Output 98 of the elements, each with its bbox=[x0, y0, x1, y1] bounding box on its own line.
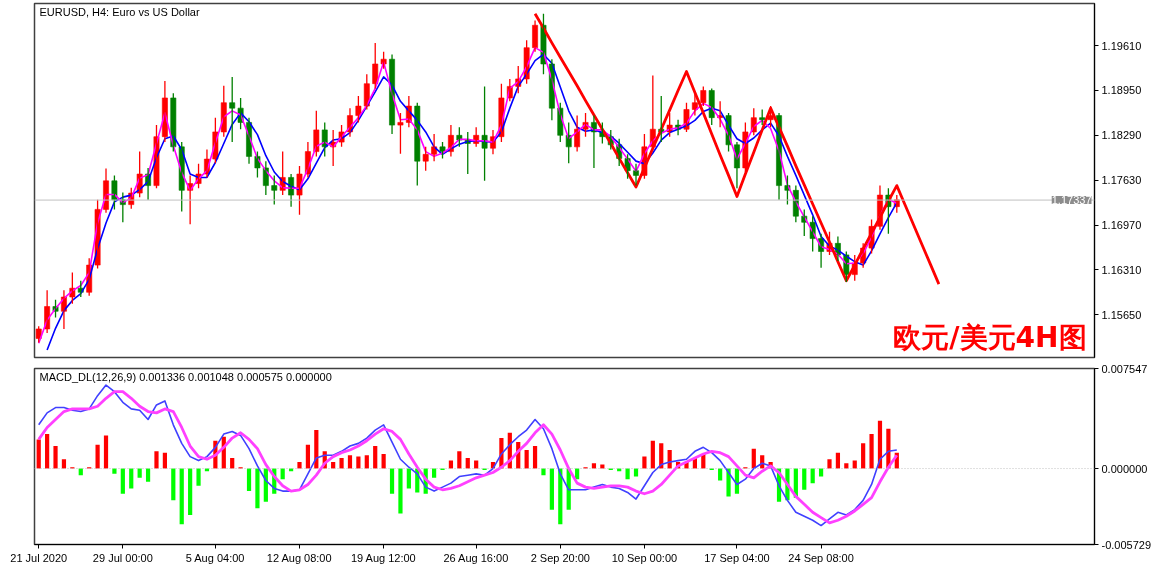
bar bbox=[137, 468, 142, 478]
y-tick-label: 0.007547 bbox=[1101, 362, 1148, 375]
bar bbox=[381, 453, 386, 469]
x-tick-label: 10 Sep 00:00 bbox=[611, 551, 678, 564]
bar bbox=[818, 468, 824, 477]
candlestick bbox=[321, 121, 328, 158]
bar bbox=[297, 461, 302, 469]
x-tick-label: 26 Aug 16:00 bbox=[443, 551, 509, 564]
bar bbox=[524, 449, 529, 469]
chart-title: MACD_DL(12,26,9) 0.001336 0.001048 0.000575 0.000000 bbox=[39, 370, 332, 383]
annotation: 欧元/美元4H图 bbox=[893, 320, 1087, 354]
bar bbox=[53, 446, 58, 469]
bar bbox=[591, 463, 597, 469]
y-tick-label: 1.19610 bbox=[1101, 39, 1142, 52]
bar bbox=[103, 435, 109, 469]
bar bbox=[179, 468, 184, 525]
chart-title: EURUSD, H4: Euro vs US Dollar bbox=[39, 5, 200, 18]
bar bbox=[844, 463, 849, 469]
bar bbox=[633, 468, 639, 477]
bar bbox=[171, 468, 176, 501]
bar bbox=[196, 468, 201, 486]
candlestick bbox=[565, 121, 572, 164]
bar bbox=[549, 468, 554, 510]
x-tick-label: 2 Sep 20:00 bbox=[530, 551, 590, 564]
x-tick-label: 24 Sep 08:00 bbox=[788, 551, 854, 564]
bar bbox=[457, 451, 462, 469]
candlestick bbox=[481, 85, 488, 182]
x-tick-label: 21 Jul 2020 bbox=[10, 551, 68, 564]
bar bbox=[389, 468, 395, 494]
bar bbox=[532, 446, 538, 469]
bar bbox=[145, 468, 151, 482]
y-tick-label: 1.15650 bbox=[1101, 308, 1142, 321]
bar bbox=[869, 434, 874, 469]
bar bbox=[45, 434, 50, 469]
x-tick-label: 17 Sep 04:00 bbox=[704, 551, 770, 564]
bar bbox=[625, 468, 630, 480]
bar bbox=[129, 468, 134, 489]
x-tick-label: 5 Aug 04:00 bbox=[185, 551, 245, 564]
candlestick bbox=[700, 85, 707, 107]
bar bbox=[246, 468, 252, 492]
bar bbox=[726, 468, 731, 497]
bar bbox=[541, 468, 546, 476]
bar bbox=[305, 444, 311, 469]
candlestick bbox=[254, 150, 261, 179]
bar bbox=[659, 443, 664, 469]
bar bbox=[432, 468, 437, 478]
candlestick bbox=[271, 174, 278, 206]
bar bbox=[835, 452, 841, 469]
candlestick bbox=[355, 95, 362, 124]
x-tick-label: 19 Aug 12:00 bbox=[350, 551, 416, 564]
y-tick-label: 0.000000 bbox=[1101, 462, 1148, 475]
line-series bbox=[533, 12, 941, 286]
bar bbox=[120, 468, 125, 494]
candlestick bbox=[229, 76, 236, 143]
bar bbox=[356, 456, 361, 469]
bar bbox=[255, 468, 260, 509]
y-tick-label: 1.16970 bbox=[1101, 219, 1142, 231]
y-tick-label: -0.005729 bbox=[1101, 538, 1152, 551]
bar bbox=[188, 468, 193, 515]
bar bbox=[95, 444, 100, 469]
y-tick-label: 1.17630 bbox=[1101, 174, 1142, 187]
bar bbox=[339, 457, 344, 469]
candlestick bbox=[708, 87, 715, 126]
candlestick bbox=[397, 112, 404, 155]
bar bbox=[448, 460, 454, 469]
candlestick bbox=[414, 102, 421, 187]
bar bbox=[852, 460, 857, 469]
candlestick bbox=[170, 92, 177, 153]
bar bbox=[61, 459, 67, 469]
bar bbox=[314, 430, 319, 469]
bar bbox=[810, 468, 815, 484]
candlestick bbox=[557, 102, 564, 143]
y-tick-label: 1.18290 bbox=[1101, 129, 1142, 142]
candlestick bbox=[456, 126, 463, 148]
y-tick-label: 1.18950 bbox=[1101, 84, 1142, 97]
bar bbox=[162, 452, 167, 469]
candlestick bbox=[422, 146, 429, 172]
bar bbox=[36, 439, 41, 469]
candlestick bbox=[313, 110, 320, 158]
bar bbox=[465, 457, 470, 469]
bar bbox=[802, 468, 807, 490]
bar bbox=[154, 451, 159, 469]
x-tick-label: 29 Jul 00:00 bbox=[92, 551, 153, 564]
bar bbox=[364, 455, 369, 469]
bar bbox=[474, 460, 479, 469]
bar bbox=[347, 455, 353, 469]
bar bbox=[861, 443, 866, 469]
bar bbox=[398, 468, 403, 514]
ref-line-label: 1.17337 bbox=[1051, 194, 1092, 207]
bar bbox=[373, 446, 378, 469]
bar bbox=[642, 456, 647, 469]
x-tick-label: 12 Aug 08:00 bbox=[266, 551, 332, 564]
bar bbox=[230, 457, 235, 469]
bar bbox=[331, 461, 336, 469]
y-tick-label: 1.16310 bbox=[1101, 263, 1142, 276]
bar bbox=[112, 468, 117, 474]
bar bbox=[650, 440, 655, 469]
bar bbox=[827, 459, 832, 469]
